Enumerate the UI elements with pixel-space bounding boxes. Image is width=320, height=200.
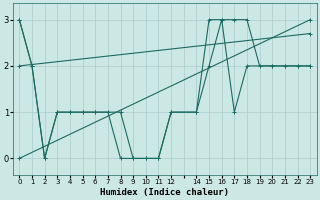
X-axis label: Humidex (Indice chaleur): Humidex (Indice chaleur) [100, 188, 229, 197]
